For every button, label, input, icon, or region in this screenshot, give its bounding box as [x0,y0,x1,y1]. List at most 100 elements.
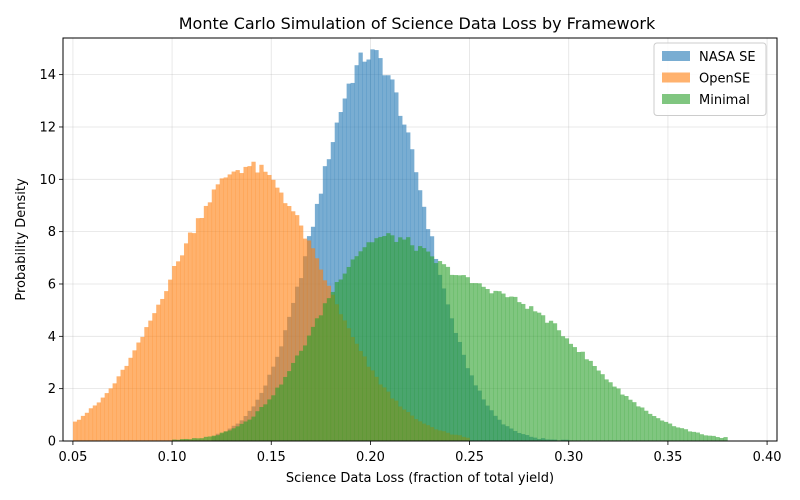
histogram-bar [199,438,205,441]
histogram-bar [425,251,431,441]
histogram-bar [306,335,312,441]
x-axis: 0.05 0.10 0.15 0.20 0.25 0.30 0.35 0.40 [58,441,782,465]
histogram-bar [235,170,240,441]
histogram-bar [608,382,613,441]
histogram-bar [255,411,260,441]
histogram-bar [477,283,482,441]
histogram-bar [632,402,637,441]
histogram-bar [493,290,498,441]
histogram-bar [580,351,585,441]
y-tick-label: 12 [39,120,56,135]
histogram-bar [334,282,339,441]
x-tick-label: 0.15 [257,450,286,465]
histogram-bar [354,65,359,441]
histogram-bar [449,274,455,441]
histogram-bar [644,410,649,441]
x-tick-label: 0.20 [356,450,385,465]
histogram-bar [191,438,197,441]
legend-swatch [662,72,690,83]
histogram-bar [418,246,423,441]
histogram-bar [540,315,546,441]
histogram-bar [429,256,435,441]
histogram-bar [283,376,288,441]
histogram-bar [406,237,411,441]
histogram-bar [362,247,367,441]
histogram-bar [691,431,696,441]
histogram-bar [612,386,617,441]
histogram-bar [164,291,169,441]
histogram-bar [370,242,375,441]
y-tick-label: 8 [48,225,56,240]
legend-swatch [662,51,690,61]
histogram-bar [552,323,558,441]
histogram-bar [628,399,633,441]
histogram-bar [330,291,336,441]
histogram-bar [358,251,363,441]
histogram-bar [275,387,280,441]
x-tick-label: 0.30 [554,450,583,465]
histogram-bar [529,306,534,441]
histogram-bar [299,225,304,441]
histogram-bar [441,264,447,441]
histogram-bar [703,435,708,441]
histogram-bar [302,238,308,441]
x-axis-label: Science Data Loss (fraction of total yie… [286,471,554,486]
histogram-bar [699,434,704,441]
histogram-bar [648,413,653,441]
histogram-bar [421,248,427,441]
histogram-bar [338,279,343,441]
histogram-bar [96,402,101,441]
histogram-bar [283,203,288,441]
histogram-bar [576,352,581,441]
histogram-bar [652,416,657,441]
x-tick-label: 0.05 [58,450,87,465]
histogram-bar [231,171,236,441]
x-tick-label: 0.35 [653,450,682,465]
histogram-bar [120,369,125,441]
histogram-bar [100,397,105,441]
histogram-bar [544,322,550,441]
histogram-bar [231,428,236,441]
histogram-bar [136,342,141,441]
x-tick-label: 0.10 [158,450,187,465]
histogram-bar [711,435,716,441]
histogram-bar [695,432,700,441]
histogram-bar [287,206,292,441]
y-axis-label: Probability Density [14,178,29,301]
histogram-bar [624,396,629,441]
histogram-bar [176,439,181,441]
histogram-bar [354,256,359,441]
histogram-bar [183,438,189,441]
legend-label: NASA SE [699,50,756,65]
histogram-bar [667,423,673,441]
histogram-bar [461,275,466,441]
y-tick-label: 14 [39,68,56,83]
histogram-bar [723,437,728,441]
histogram-bar [473,283,478,441]
histogram-bar [132,350,137,441]
histogram-bar [291,211,296,441]
histogram-bar [104,393,109,441]
histogram-bar [180,439,185,441]
histogram-bar [636,406,641,441]
histogram-bar [187,439,193,441]
histogram-bar [675,427,681,441]
histogram-bar [144,327,149,441]
histogram-bar [350,259,355,441]
histogram-bar [342,273,347,441]
histogram-bar [247,419,252,441]
histogram-bar [346,266,351,441]
histogram-bar [485,289,490,441]
histogram-bar [263,404,268,441]
histogram-bar [338,112,343,442]
histogram-bar [207,202,213,441]
histogram-bar [176,261,181,441]
histogram-bar [481,286,486,441]
histogram-bar [326,298,332,441]
histogram-bar [187,232,193,441]
histogram-bar [402,239,407,441]
histogram-bar [604,379,609,441]
histogram-bar [719,437,724,441]
histogram-bar [310,326,316,441]
histogram-bar [239,423,244,441]
